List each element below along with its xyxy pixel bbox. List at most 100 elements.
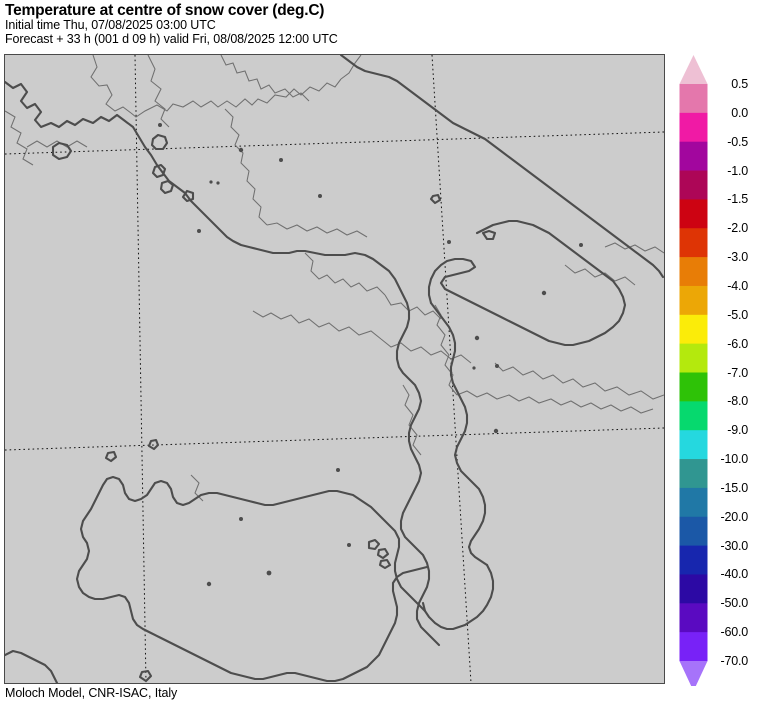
- map-background: [5, 55, 664, 683]
- border-segment: [266, 222, 368, 238]
- coastline-sicily: [75, 475, 429, 683]
- border-segment: [224, 108, 268, 226]
- border-segment: [147, 55, 170, 128]
- colorbar-tick-label: -9.0: [727, 423, 748, 438]
- island-giglio: [150, 133, 169, 151]
- border-segment: [340, 55, 362, 80]
- map-marker: [239, 517, 243, 521]
- island-ischia: [159, 179, 175, 195]
- island-egadi: [104, 450, 118, 463]
- colorbar[interactable]: 0.5 to 0.00.0 to -0.5-0.5 to -1.0-1.0 to…: [679, 54, 709, 686]
- colorbar-tick-label: 0.0: [731, 105, 748, 120]
- forecast-time-text: Forecast + 33 h (001 d 09 h) valid Fri, …: [5, 31, 338, 46]
- graticule-lon-line: [134, 55, 147, 683]
- map-marker: [158, 123, 162, 127]
- map-point-markers: [158, 123, 583, 587]
- colorbar-band[interactable]: -30.0 to -40.0: [679, 545, 708, 575]
- island-small: [151, 163, 167, 179]
- island-capri: [181, 189, 195, 203]
- colorbar-tick-label: -2.0: [727, 221, 748, 236]
- map-marker: [579, 243, 583, 247]
- border-segment: [402, 384, 422, 456]
- colorbar-band[interactable]: -40.0 to -50.0: [679, 574, 708, 604]
- colorbar-band[interactable]: -15.0 to -20.0: [679, 487, 708, 518]
- map-svg: [5, 55, 664, 683]
- border-segment: [494, 362, 664, 400]
- island-aeolian: [376, 547, 390, 560]
- colorbar-band[interactable]: -10.0 to -15.0: [679, 459, 708, 489]
- colorbar-tick-label: -8.0: [727, 394, 748, 409]
- border-segment: [384, 294, 442, 320]
- colorbar-tick-label: -20.0: [720, 509, 749, 524]
- colorbar-tick-label: -1.5: [727, 192, 748, 207]
- colorbar-band[interactable]: -1.5 to -2.0: [679, 199, 708, 229]
- colorbar-tick-label: -3.0: [727, 250, 748, 265]
- header: Temperature at centre of snow cover (deg…: [5, 2, 705, 46]
- coastline-sardinia-tip: [5, 649, 59, 683]
- map-panel[interactable]: [4, 54, 665, 684]
- colorbar-extend-max-arrow: [679, 55, 708, 84]
- coastline-puglia: [427, 219, 627, 347]
- map-marker: [472, 366, 476, 370]
- colorbar-tick-label: -6.0: [727, 336, 748, 351]
- island-elba: [51, 141, 73, 161]
- colorbar-band[interactable]: -5.0 to -6.0: [679, 314, 708, 345]
- map-marker: [206, 581, 212, 587]
- graticule: [5, 55, 664, 683]
- colorbar-band[interactable]: -7.0 to -8.0: [679, 372, 708, 402]
- map-marker: [493, 428, 499, 434]
- colorbar-bands: 0.5 to 0.00.0 to -0.5-0.5 to -1.0-1.0 to…: [679, 55, 708, 686]
- region-borders: [5, 55, 664, 502]
- island-aeolian: [378, 558, 392, 570]
- map-marker: [495, 364, 499, 368]
- border-segment: [252, 310, 382, 340]
- coastline-tyrrhenian: [5, 80, 441, 647]
- colorbar-tick-label: -0.5: [727, 134, 748, 149]
- border-segment: [564, 264, 636, 286]
- map-marker: [266, 570, 272, 576]
- colorbar-band[interactable]: -3.0 to -4.0: [679, 257, 708, 287]
- colorbar-band[interactable]: -8.0 to -9.0: [679, 401, 708, 431]
- colorbar-band[interactable]: -6.0 to -7.0: [679, 343, 708, 373]
- border-segment: [604, 242, 664, 254]
- border-segment: [5, 110, 34, 166]
- map-marker: [279, 158, 283, 162]
- map-marker: [541, 290, 547, 296]
- coastline: [5, 55, 664, 683]
- colorbar-tick-label: 0.5: [731, 77, 748, 91]
- colorbar-band[interactable]: -9.0 to -10.0: [679, 430, 708, 460]
- colorbar-band[interactable]: -1.0 to -1.5: [679, 170, 708, 200]
- colorbar-band[interactable]: -2.0 to -3.0: [679, 228, 708, 258]
- island-egadi: [147, 438, 160, 451]
- colorbar-band[interactable]: 0.5 to 0.0: [679, 84, 708, 114]
- border-segment: [304, 252, 386, 296]
- footer-credit: Moloch Model, CNR-ISAC, Italy: [5, 686, 178, 700]
- map-marker: [197, 229, 201, 233]
- colorbar-band[interactable]: -60.0 to -70.0: [679, 632, 708, 662]
- colorbar-tick-label: -70.0: [720, 654, 749, 668]
- colorbar-band[interactable]: -20.0 to -30.0: [679, 516, 708, 546]
- border-segment: [26, 140, 88, 148]
- map-marker: [238, 147, 244, 153]
- colorbar-tick-label: -10.0: [720, 452, 749, 467]
- coastline-ionian: [429, 301, 489, 567]
- island-tremiti: [429, 193, 442, 205]
- map-marker: [209, 180, 213, 184]
- border-segment: [90, 55, 342, 118]
- colorbar-tick-label: -50.0: [720, 596, 749, 611]
- map-marker: [336, 468, 340, 472]
- colorbar-tick-label: -1.0: [727, 163, 748, 178]
- colorbar-band[interactable]: 0.0 to -0.5: [679, 112, 708, 143]
- map-marker: [474, 335, 480, 341]
- colorbar-tick-label: -5.0: [727, 307, 748, 322]
- coastline-calabria-toe: [421, 563, 495, 631]
- colorbar-band[interactable]: -4.0 to -5.0: [679, 285, 708, 316]
- map-marker: [318, 194, 322, 198]
- colorbar-band[interactable]: -50.0 to -60.0: [679, 603, 708, 633]
- colorbar-tick-label: -7.0: [727, 365, 748, 380]
- island-aeolian: [367, 538, 381, 551]
- colorbar-band[interactable]: -0.5 to -1.0: [679, 141, 708, 171]
- border-segment: [380, 338, 472, 364]
- page-title: Temperature at centre of snow cover (deg…: [5, 2, 325, 19]
